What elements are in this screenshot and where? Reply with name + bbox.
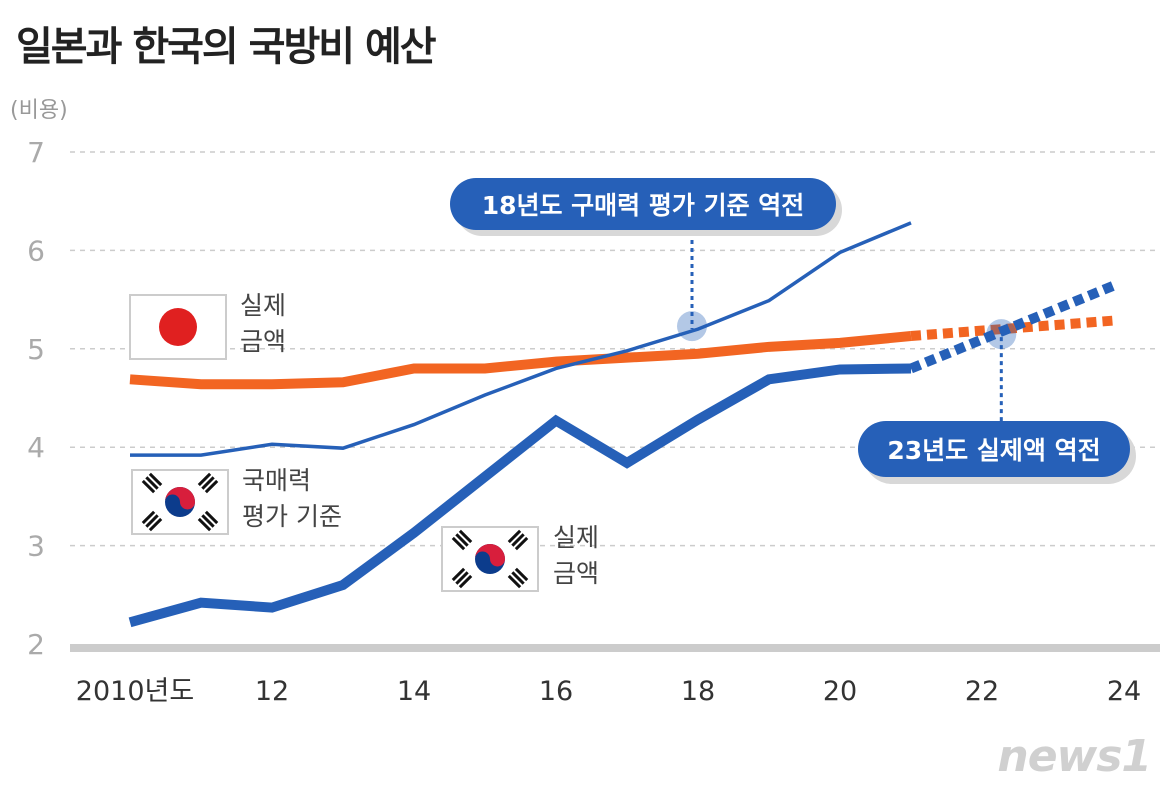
trigram-icon: [145, 476, 159, 490]
trigram-icon: [201, 514, 215, 528]
trigram-icon: [514, 536, 529, 551]
trigram-icon: [458, 574, 473, 589]
trigram-icon: [451, 567, 466, 582]
trigram-icon: [204, 510, 219, 525]
taegeuk-icon: [475, 544, 505, 567]
trigram-icon: [455, 571, 469, 585]
korea-real-label: 금액: [553, 559, 599, 588]
series-line-japan_real: [129, 331, 912, 390]
crossover-marker: [986, 319, 1017, 350]
trigram-icon: [141, 479, 156, 494]
japan-real-label: 금액: [240, 327, 286, 356]
trigram-icon: [204, 479, 219, 494]
x-tick-label: 12: [255, 676, 289, 707]
y-tick-label: 3: [27, 530, 45, 563]
trigram-icon: [197, 472, 212, 487]
x-tick-label: 16: [539, 676, 573, 707]
series-line-korea_real: [128, 363, 912, 628]
trigram-icon: [148, 472, 163, 487]
trigram-icon: [201, 476, 215, 490]
x-tick-label: 2010년도: [76, 676, 194, 707]
korea-real-label: 실제: [553, 523, 599, 552]
y-tick-label: 2: [27, 628, 45, 661]
callout-bubble: [858, 421, 1130, 477]
callout-text: 23년도 실제액 역전: [887, 436, 1100, 465]
series-line-korea_ppp: [130, 221, 912, 457]
y-tick-label: 6: [27, 234, 45, 267]
trigram-icon: [507, 574, 522, 589]
y-axis-label: (비용): [10, 98, 68, 123]
trigram-icon: [458, 529, 473, 544]
callout-bubble: [450, 178, 836, 230]
y-tick-label: 7: [27, 136, 45, 169]
trigram-icon: [148, 517, 163, 532]
projection-line-japan_real: [910, 315, 1119, 341]
callout-text: 18년도 구매력 평가 기준 역전: [482, 191, 805, 220]
x-tick-label: 18: [681, 676, 715, 707]
projection-line-korea_real: [909, 279, 1120, 374]
korea-ppp-label: 평가 기준: [242, 502, 342, 531]
korea-ppp-label: 국매력: [242, 466, 311, 495]
trigram-icon: [145, 514, 159, 528]
y-tick-label: 5: [27, 333, 45, 366]
x-tick-label: 14: [397, 676, 431, 707]
taegeuk-icon: [165, 487, 195, 510]
crossover-marker: [677, 311, 707, 342]
trigram-icon: [455, 533, 469, 547]
trigram-icon: [507, 529, 522, 544]
x-tick-label: 22: [965, 676, 999, 707]
trigram-icon: [451, 536, 466, 551]
trigram-icon: [514, 567, 529, 582]
japan-flag-disc: [159, 308, 197, 346]
trigram-icon: [141, 510, 156, 525]
y-tick-label: 4: [27, 431, 45, 464]
x-tick-label: 20: [823, 676, 857, 707]
trigram-icon: [197, 517, 212, 532]
chart-title: 일본과 한국의 국방비 예산: [16, 24, 437, 70]
news1-logo: news1: [997, 731, 1152, 782]
trigram-icon: [511, 571, 525, 585]
japan-real-label: 실제: [240, 291, 286, 320]
trigram-icon: [511, 533, 525, 547]
x-tick-label: 24: [1107, 676, 1141, 707]
